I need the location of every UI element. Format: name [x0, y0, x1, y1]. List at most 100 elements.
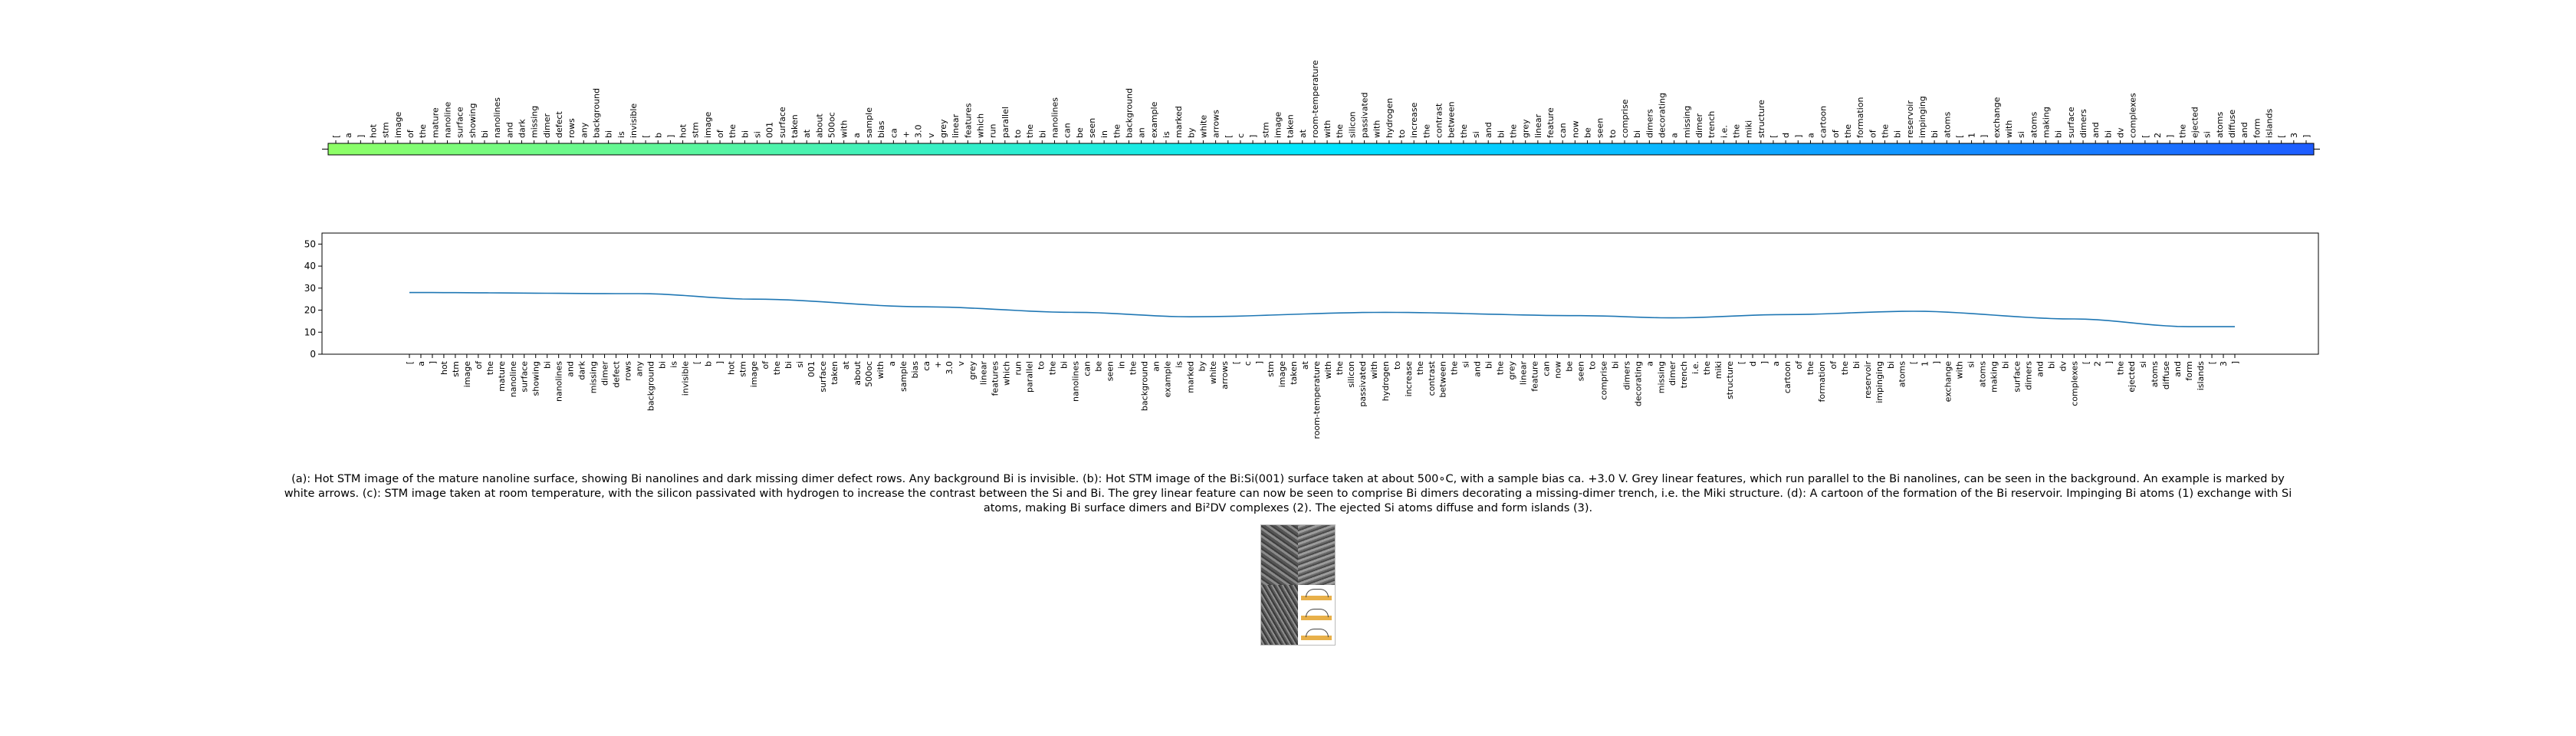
- colorbar-tick-label: v: [926, 133, 936, 138]
- x-tick-label: stm: [738, 361, 748, 377]
- y-tick-label: 0: [310, 349, 316, 360]
- colorbar-tick-label: with: [2004, 120, 2014, 138]
- x-tick-label: seen: [1105, 361, 1115, 381]
- x-tick-label: si: [2138, 361, 2148, 368]
- colorbar-tick-label: ]: [2165, 135, 2175, 138]
- colorbar-tick-label: white: [1198, 115, 1208, 138]
- x-tick-label: +: [933, 361, 943, 368]
- colorbar-tick-label: impinging: [1917, 96, 1927, 138]
- x-tick-label: linear: [1519, 361, 1529, 386]
- x-tick-label: can: [1542, 361, 1552, 376]
- x-tick-label: taken: [1289, 361, 1299, 385]
- x-tick-label: [: [1909, 361, 1919, 364]
- x-tick-label: [: [405, 361, 415, 364]
- colorbar-tick-label: by: [1186, 127, 1196, 138]
- colorbar-tick-label: be: [1075, 127, 1085, 138]
- colorbar-tick-label: a: [852, 133, 862, 138]
- x-tick-label: background: [646, 361, 656, 411]
- colorbar-tick-label: mature: [430, 107, 440, 138]
- colorbar-tick-label: islands: [2265, 108, 2275, 138]
- x-tick-label: rows: [623, 361, 633, 381]
- colorbar-tick-label: an: [1137, 127, 1147, 138]
- colorbar-tick-label: which: [976, 113, 986, 138]
- x-tick-label: bi: [543, 361, 553, 369]
- colorbar-tick-label: feature: [1546, 107, 1556, 138]
- x-tick-label: d: [1748, 361, 1758, 366]
- colorbar-tick-label: stm: [691, 122, 701, 138]
- colorbar-tick-label: and: [1484, 122, 1493, 138]
- x-tick-label: the: [1415, 361, 1425, 375]
- x-tick-label: be: [1564, 361, 1574, 372]
- colorbar-tick-label: exchange: [1992, 97, 2002, 138]
- x-tick-label: [: [2207, 361, 2217, 364]
- colorbar-tick-label: of: [715, 129, 725, 138]
- colorbar-tick-label: diffuse: [2227, 110, 2237, 138]
- x-tick-label: dark: [577, 360, 587, 380]
- colorbar-tick-label: form: [2252, 118, 2262, 138]
- colorbar-rect: [327, 143, 2315, 156]
- colorbar-tick-label: hot: [368, 123, 378, 138]
- x-tick-label: a: [887, 361, 897, 366]
- stm-image-c-icon: [1261, 585, 1298, 645]
- x-tick-label: of: [474, 360, 484, 370]
- colorbar-tick-label: is: [616, 131, 626, 138]
- x-tick-label: ]: [2104, 361, 2114, 364]
- colorbar-tick-label: dv: [2116, 127, 2126, 138]
- colorbar-tick-label: marked: [1174, 106, 1184, 138]
- x-tick-label: the: [485, 361, 495, 375]
- x-tick-label: miki: [1714, 361, 1723, 379]
- x-tick-label: with: [1369, 361, 1379, 379]
- colorbar-tick-label: 3.0: [914, 125, 924, 139]
- colorbar-tick-label: the: [728, 124, 738, 138]
- colorbar-tick-label: seen: [1087, 118, 1097, 138]
- x-tick-label: an: [1151, 361, 1161, 372]
- x-tick-label: with: [1955, 361, 1965, 379]
- x-tick-label: taken: [830, 361, 840, 385]
- x-tick-label: at: [1300, 360, 1310, 370]
- x-tick-label: 1: [1921, 361, 1930, 366]
- colorbar-tick-label: run: [988, 124, 998, 138]
- x-tick-label: to: [1587, 361, 1597, 370]
- colorbar-tick-label: a: [343, 133, 353, 138]
- x-tick-label: hot: [726, 360, 736, 375]
- x-tick-label: 001: [807, 361, 816, 377]
- colorbar-tick-label: background: [591, 88, 601, 138]
- colorbar-tick-label: bi: [740, 130, 750, 138]
- x-tick-label: ca: [922, 361, 932, 371]
- colorbar-tick-label: to: [1013, 130, 1023, 138]
- colorbar-tick-label: the: [1731, 124, 1741, 138]
- colorbar-tick-label: at: [1298, 129, 1308, 138]
- x-tick-label: bi: [1610, 361, 1620, 369]
- colorbar-tick-label: ]: [356, 135, 366, 138]
- colorbar-tick-label: dimer: [1694, 113, 1704, 138]
- x-tick-label: making: [1990, 361, 1999, 393]
- x-tick-label: bi: [1852, 361, 1861, 369]
- x-tick-label: decorating: [1633, 361, 1643, 406]
- colorbar-tick-label: bi: [1632, 130, 1642, 138]
- x-tick-label: missing: [1656, 361, 1666, 393]
- x-tick-label: ]: [1932, 361, 1942, 364]
- colorbar-tick-label: linear: [951, 113, 961, 138]
- colorbar-tick-label: surface: [2066, 107, 2076, 138]
- colorbar-tick-label: dark: [517, 119, 527, 138]
- x-tick-label: is: [669, 361, 678, 368]
- colorbar-tick-label: missing: [530, 106, 540, 138]
- colorbar-tick-label: [: [1769, 135, 1779, 138]
- x-tick-label: [: [1231, 361, 1241, 364]
- x-tick-label: of: [1829, 360, 1838, 370]
- colorbar-tick-label: seen: [1595, 118, 1605, 138]
- colorbar-tick-label: taken: [1286, 114, 1296, 138]
- colorbar-tick-label: linear: [1533, 113, 1543, 138]
- colorbar-tick-label: the: [1843, 124, 1853, 138]
- colorbar-tick-label: b: [653, 133, 663, 138]
- colorbar-tick-label: parallel: [1001, 107, 1010, 138]
- colorbar-tick-label: to: [1608, 130, 1618, 138]
- colorbar-tick-label: [: [641, 135, 651, 138]
- x-tick-label: reservoir: [1863, 361, 1873, 399]
- colorbar-tick-label: now: [1570, 120, 1580, 138]
- x-tick-label: surface: [818, 361, 828, 393]
- colorbar-tick-label: bi: [604, 130, 614, 138]
- colorbar-tick-label: [: [2277, 135, 2287, 138]
- x-tick-label: c: [1243, 361, 1253, 366]
- x-tick-label: which: [1002, 361, 1012, 386]
